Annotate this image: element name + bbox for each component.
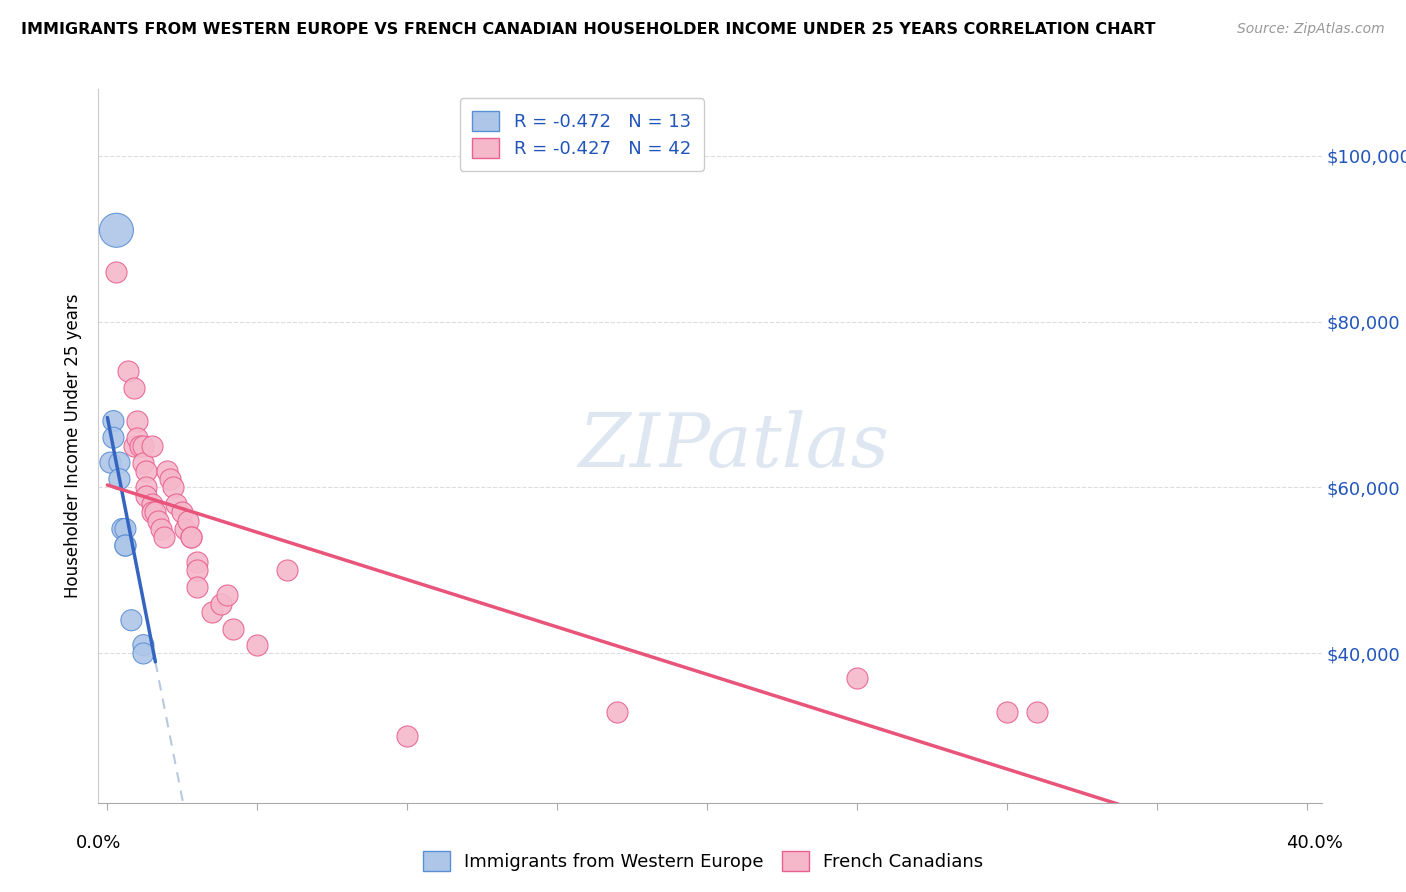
Point: [127, 431, 149, 445]
Point: [127, 414, 149, 428]
Point: [132, 638, 155, 652]
Point: [124, 439, 146, 453]
Point: [105, 223, 128, 237]
Point: [124, 381, 146, 395]
Point: [165, 497, 187, 511]
Point: [222, 622, 245, 636]
Point: [186, 580, 208, 594]
Point: [100, 456, 122, 470]
Point: [150, 522, 173, 536]
Point: [1025, 705, 1047, 719]
Legend: R = -0.472   N = 13, R = -0.427   N = 42: R = -0.472 N = 13, R = -0.427 N = 42: [460, 98, 703, 170]
Point: [135, 464, 157, 478]
Text: Source: ZipAtlas.com: Source: ZipAtlas.com: [1237, 22, 1385, 37]
Point: [117, 364, 139, 378]
Text: 40.0%: 40.0%: [1286, 834, 1343, 852]
Point: [172, 505, 194, 519]
Point: [141, 439, 163, 453]
Point: [180, 530, 202, 544]
Legend: Immigrants from Western Europe, French Canadians: Immigrants from Western Europe, French C…: [415, 844, 991, 879]
Point: [145, 505, 167, 519]
Point: [396, 730, 419, 744]
Point: [132, 439, 155, 453]
Point: [105, 265, 128, 279]
Point: [111, 522, 134, 536]
Point: [135, 489, 157, 503]
Point: [209, 597, 232, 611]
Point: [174, 522, 197, 536]
Y-axis label: Householder Income Under 25 years: Householder Income Under 25 years: [63, 293, 82, 599]
Point: [120, 613, 142, 627]
Point: [114, 539, 136, 553]
Point: [186, 564, 208, 578]
Point: [108, 456, 131, 470]
Point: [162, 481, 184, 495]
Point: [129, 439, 152, 453]
Point: [246, 638, 269, 652]
Point: [201, 605, 224, 619]
Point: [148, 514, 170, 528]
Point: [108, 472, 131, 486]
Point: [114, 522, 136, 536]
Point: [845, 671, 868, 685]
Point: [135, 481, 157, 495]
Point: [180, 530, 202, 544]
Point: [103, 414, 125, 428]
Point: [103, 431, 125, 445]
Point: [276, 564, 298, 578]
Point: [995, 705, 1018, 719]
Point: [141, 505, 163, 519]
Point: [217, 588, 239, 602]
Point: [159, 472, 181, 486]
Point: [132, 647, 155, 661]
Point: [141, 497, 163, 511]
Point: [606, 705, 628, 719]
Point: [114, 539, 136, 553]
Point: [156, 464, 179, 478]
Point: [132, 456, 155, 470]
Point: [186, 555, 208, 569]
Point: [177, 514, 200, 528]
Point: [153, 530, 176, 544]
Text: 0.0%: 0.0%: [76, 834, 121, 852]
Text: IMMIGRANTS FROM WESTERN EUROPE VS FRENCH CANADIAN HOUSEHOLDER INCOME UNDER 25 YE: IMMIGRANTS FROM WESTERN EUROPE VS FRENCH…: [21, 22, 1156, 37]
Text: ZIPatlas: ZIPatlas: [579, 409, 890, 483]
